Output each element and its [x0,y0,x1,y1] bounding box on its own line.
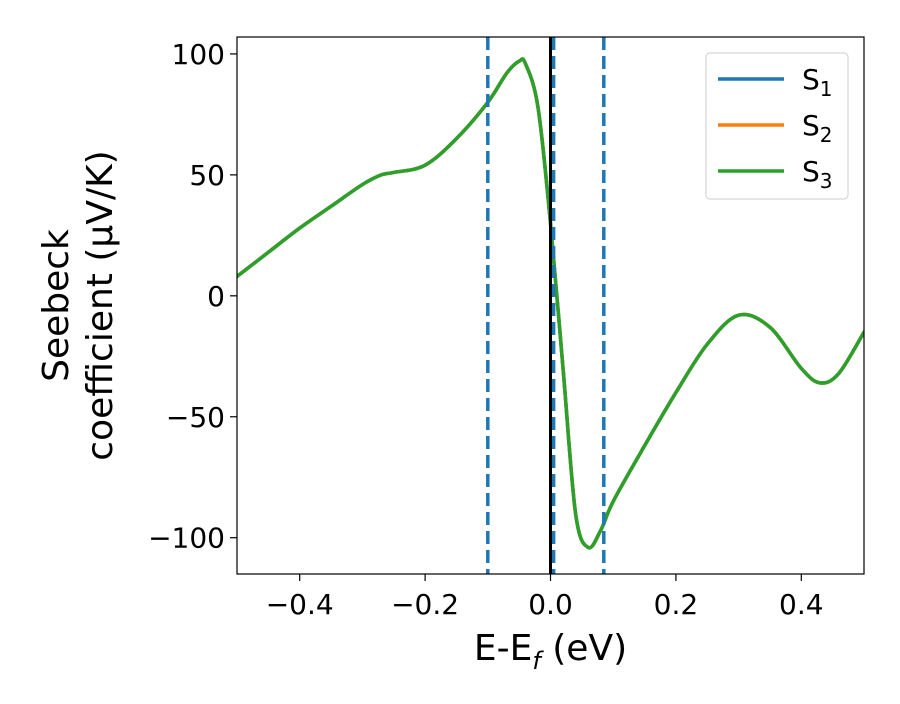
x-tick-label: 0.2 [654,588,699,621]
y-axis-title-line2: coefficient (μV/K) [80,150,121,460]
x-tick-label: −0.4 [266,588,334,621]
y-axis-title-line1: Seebeck [36,229,77,382]
y-tick-label: −100 [148,522,225,555]
y-tick-label: 0 [207,280,225,313]
x-axis-title: E-Ef (eV) [474,628,627,675]
x-tick-label: 0.0 [528,588,573,621]
x-tick-label: −0.2 [391,588,459,621]
ticks-layer: −0.4 −0.2 0.0 0.2 0.4 −100 −50 0 50 100 [148,38,823,621]
legend: S1 S2 S3 [705,52,849,200]
y-tick-label: 100 [172,38,225,71]
legend-label-s3: S3 [802,155,833,193]
x-tick-label: 0.4 [779,588,824,621]
y-tick-label: 50 [189,159,225,192]
plot-layer [237,37,864,574]
legend-label-s1: S1 [802,63,833,101]
y-axis-title: Seebeck coefficient (μV/K) [36,150,121,460]
legend-label-s2: S2 [802,109,833,147]
y-tick-label: −50 [166,401,225,434]
